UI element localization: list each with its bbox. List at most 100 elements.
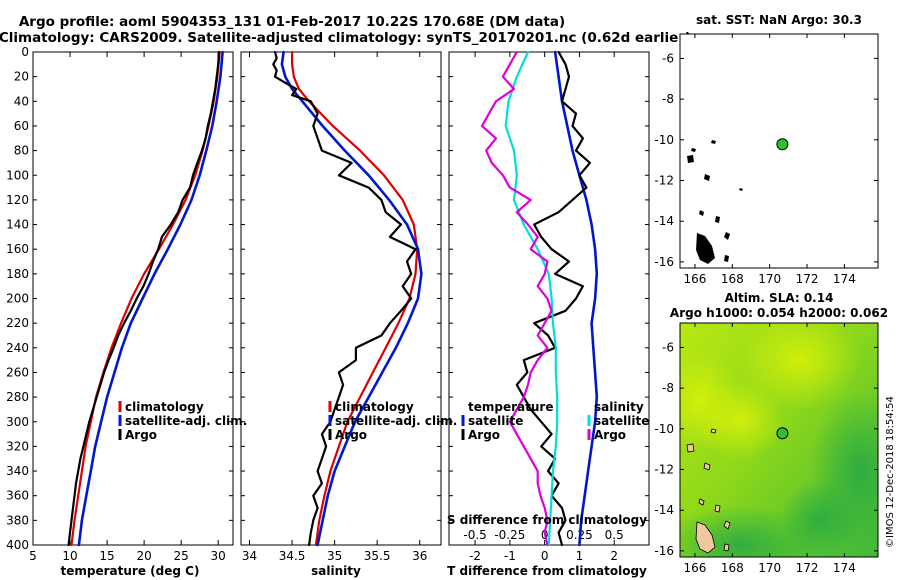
series-line-s-argo — [480, 50, 553, 547]
depth-tick-label: 360 — [6, 489, 29, 503]
top-tick-label: 0.5 — [605, 528, 624, 542]
temperature-xlabel: temperature (deg C) — [61, 564, 200, 578]
island-shape — [695, 521, 716, 554]
sla-blob — [740, 323, 860, 410]
legend-label-climatology: climatology — [335, 400, 414, 414]
depth-tick-label: 140 — [6, 218, 29, 232]
x-tick-label: 2 — [610, 549, 618, 563]
legend-label-s-argo: Argo — [594, 428, 626, 442]
x-tick-label: 0 — [541, 549, 549, 563]
t-difference-xlabel: T difference from climatology — [447, 564, 647, 578]
depth-tick-label: 300 — [6, 415, 29, 429]
series-line-t-satellite — [553, 50, 599, 547]
legend-label-argo: Argo — [125, 428, 157, 442]
map-y-tick-label: -6 — [662, 340, 674, 354]
depth-tick-label: 340 — [6, 464, 29, 478]
depth-tick-label: 60 — [14, 119, 29, 133]
depth-tick-label: 380 — [6, 513, 29, 527]
sla-map-title-line2: Argo h1000: 0.054 h2000: 0.062 — [670, 306, 888, 320]
salinity-xlabel: salinity — [311, 564, 361, 578]
island-shape — [724, 255, 729, 262]
temperature-legend: climatology satellite-adj. clim. Argo — [118, 400, 247, 442]
difference-legend-salinity: salinity satellite Argo — [587, 400, 649, 442]
map-y-tick-label: -8 — [662, 92, 674, 106]
x-tick-label: 35.5 — [364, 549, 391, 563]
island-shape — [704, 174, 710, 181]
depth-tick-label: 220 — [6, 316, 29, 330]
legend-label-t-satellite: satellite — [468, 414, 523, 428]
sst-map-frame — [679, 33, 879, 269]
difference-legend-temperature: temperature satellite Argo — [461, 400, 553, 442]
map-x-tick-label: 172 — [796, 272, 819, 286]
map-x-tick-label: 170 — [758, 272, 781, 286]
salinity-panel: 34 34.5 35 35.5 36 — [242, 50, 427, 563]
legend-label-satellite: satellite-adj. clim. — [125, 414, 247, 428]
depth-tick-label: 400 — [6, 538, 29, 552]
x-tick-label: 25 — [174, 549, 189, 563]
depth-tick-label: 80 — [14, 144, 29, 158]
island-shape — [714, 504, 721, 513]
island-shape — [686, 443, 695, 453]
island-shape — [710, 428, 717, 434]
sla-map-title-line1: Altim. SLA: 0.14 — [725, 291, 834, 305]
x-tick-label: 1 — [576, 549, 584, 563]
legend-label-t-argo: Argo — [468, 428, 500, 442]
depth-tick-label: 120 — [6, 193, 29, 207]
series-line-argo — [272, 50, 417, 547]
figure-title-line1: Argo profile: aoml 5904353_131 01-Feb-20… — [19, 14, 565, 30]
temperature-panel: 5 10 15 20 25 30 — [29, 50, 226, 563]
map-y-tick-label: -14 — [654, 503, 674, 517]
copyright-stamp: ©IMOS 12-Dec-2018 18:54:54 — [885, 396, 896, 548]
x-tick-label: 36 — [412, 549, 427, 563]
map-y-tick-label: -6 — [662, 51, 674, 65]
depth-tick-label: 0 — [21, 45, 29, 59]
island-shape — [715, 216, 720, 223]
depth-tick-label: 160 — [6, 242, 29, 256]
x-tick-label: 34 — [242, 549, 257, 563]
map-x-tick-label: 170 — [758, 561, 781, 575]
island-shape — [699, 210, 704, 216]
island-shape — [723, 520, 731, 530]
salinity-legend: climatology satellite-adj. clim. Argo — [328, 400, 457, 442]
map-x-tick-label: 172 — [796, 561, 819, 575]
depth-tick-label: 40 — [14, 94, 29, 108]
x-tick-label: 34.5 — [279, 549, 306, 563]
depth-axis: 0 20 40 60 80 100 120 140 160 180 200 220 240 260 280 3… — [6, 45, 649, 552]
legend-title-salinity: salinity — [594, 400, 644, 414]
x-tick-label: 35 — [327, 549, 342, 563]
top-tick-label: -0.25 — [494, 528, 525, 542]
x-tick-label: 30 — [211, 549, 226, 563]
temperature-panel-frame — [32, 51, 234, 546]
sla-map-frame — [679, 322, 879, 558]
sst-map-title: sat. SST: NaN Argo: 30.3 — [696, 13, 862, 27]
difference-panel: -2 -1 0 1 2-0.5 -0.25 0 0.25 0.5 — [463, 50, 624, 563]
island-shape — [703, 462, 711, 471]
island-shape — [698, 498, 705, 506]
depth-tick-label: 20 — [14, 70, 29, 84]
depth-tick-label: 180 — [6, 267, 29, 281]
map-y-tick-label: -14 — [654, 214, 674, 228]
map-y-tick-label: -12 — [654, 463, 674, 477]
series-line-climatology — [291, 50, 419, 547]
map-x-tick-label: 168 — [721, 272, 744, 286]
depth-tick-label: 320 — [6, 439, 29, 453]
legend-label-climatology: climatology — [125, 400, 204, 414]
map-x-tick-label: 168 — [721, 561, 744, 575]
sla-map-texture — [680, 323, 878, 557]
map-y-tick-label: -16 — [654, 544, 674, 558]
map-y-tick-label: -10 — [654, 133, 674, 147]
depth-tick-label: 260 — [6, 365, 29, 379]
top-tick-label: -0.5 — [463, 528, 486, 542]
legend-title-temperature: temperature — [468, 400, 553, 414]
x-tick-label: 10 — [62, 549, 77, 563]
island-shape — [739, 188, 743, 191]
sst-map-background — [680, 34, 878, 268]
x-tick-label: 20 — [136, 549, 151, 563]
map-x-tick-label: 174 — [833, 272, 856, 286]
sst-argo-marker — [776, 138, 789, 151]
figure-title-line2: Climatology: CARS2009. Satellite-adjuste… — [0, 30, 691, 46]
depth-tick-label: 240 — [6, 341, 29, 355]
island-shape — [724, 232, 730, 240]
